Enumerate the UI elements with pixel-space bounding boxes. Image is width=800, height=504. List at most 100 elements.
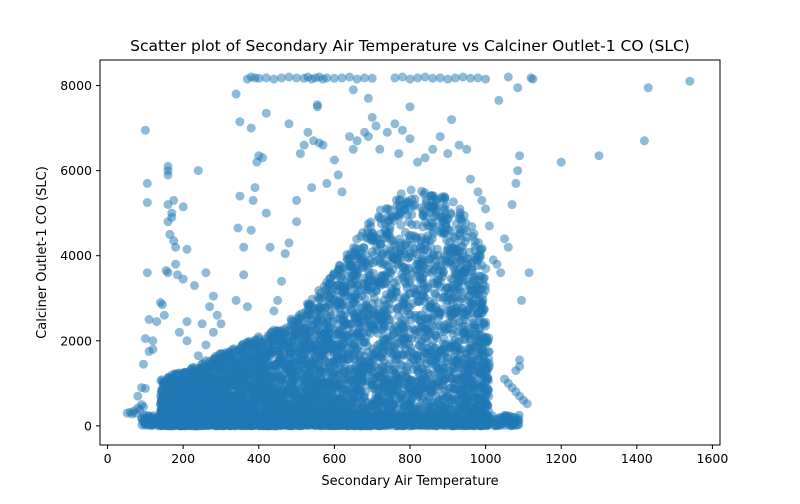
data-point: [430, 343, 440, 353]
data-point: [388, 235, 398, 245]
data-point: [384, 262, 394, 272]
data-point: [346, 294, 356, 304]
data-point: [384, 396, 394, 406]
data-point: [411, 284, 421, 294]
data-point: [418, 245, 428, 255]
data-point: [429, 265, 439, 274]
data-point: [428, 202, 438, 212]
data-point: [468, 301, 477, 311]
data-point: [416, 278, 426, 288]
data-point: [458, 310, 468, 320]
data-point: [464, 247, 474, 257]
data-point: [455, 211, 465, 221]
data-point: [418, 222, 428, 232]
data-point: [440, 285, 450, 295]
data-point: [427, 252, 437, 262]
data-point: [473, 308, 483, 318]
data-point: [440, 349, 450, 358]
data-point: [461, 264, 471, 274]
data-point: [395, 252, 405, 262]
data-point: [448, 364, 458, 374]
data-point: [382, 311, 392, 321]
data-point: [237, 375, 247, 384]
data-point: [397, 361, 407, 371]
data-point: [241, 363, 250, 372]
data-point: [434, 212, 444, 222]
data-point: [412, 325, 421, 335]
data-point: [307, 294, 317, 304]
plot-area: [122, 72, 695, 431]
data-point: [352, 234, 362, 244]
data-point: [358, 228, 368, 238]
data-point: [456, 287, 466, 297]
data-point: [423, 284, 433, 293]
data-point: [460, 321, 470, 331]
data-point: [439, 334, 449, 344]
data-point: [314, 303, 324, 313]
data-point: [432, 377, 442, 387]
data-point: [389, 341, 399, 351]
data-point: [401, 322, 411, 332]
data-point: [433, 244, 443, 254]
data-point: [477, 381, 487, 391]
data-point: [318, 345, 328, 354]
data-point: [388, 330, 398, 339]
data-point: [388, 293, 398, 303]
data-point: [480, 285, 490, 295]
data-point: [426, 300, 436, 310]
data-point: [310, 363, 320, 373]
data-point: [463, 366, 473, 376]
data-point: [320, 319, 330, 329]
data-point: [474, 323, 484, 333]
data-point: [309, 337, 319, 347]
data-point: [337, 299, 347, 309]
data-point: [400, 292, 410, 301]
data-point: [442, 400, 452, 409]
data-point: [464, 333, 474, 343]
data-point: [319, 367, 329, 377]
data-point: [349, 309, 359, 319]
data-point: [361, 305, 371, 315]
data-point: [419, 190, 429, 199]
data-point: [293, 313, 303, 323]
data-point: [456, 294, 466, 304]
data-point: [265, 384, 275, 393]
data-point: [324, 358, 334, 368]
data-point: [430, 288, 440, 298]
data-point: [395, 195, 405, 204]
data-point: [249, 393, 258, 403]
data-point: [379, 363, 389, 373]
data-point: [411, 259, 421, 269]
data-point: [457, 277, 467, 287]
data-point: [484, 359, 494, 368]
data-point: [366, 232, 376, 242]
data-point: [308, 347, 317, 357]
data-point: [336, 266, 346, 276]
data-point: [441, 324, 451, 334]
data-point: [368, 373, 378, 383]
data-point: [406, 185, 416, 195]
data-point: [469, 229, 479, 239]
data-point: [205, 356, 215, 366]
data-point: [416, 398, 426, 408]
data-point: [301, 313, 311, 323]
data-point: [274, 346, 284, 356]
data-point: [435, 304, 445, 314]
data-point: [446, 342, 456, 351]
data-point: [458, 242, 468, 251]
data-point: [428, 335, 438, 345]
data-point: [413, 334, 423, 344]
data-point: [477, 345, 487, 355]
data-point: [342, 250, 352, 259]
data-point: [367, 282, 377, 292]
data-point: [398, 340, 408, 350]
data-point: [300, 323, 310, 333]
data-point: [381, 244, 391, 254]
data-point: [404, 276, 414, 286]
data-point: [387, 213, 397, 223]
data-point: [324, 307, 334, 317]
data-point: [410, 231, 419, 241]
data-point: [294, 395, 304, 404]
data-point: [346, 401, 356, 411]
data-point: [366, 222, 376, 232]
